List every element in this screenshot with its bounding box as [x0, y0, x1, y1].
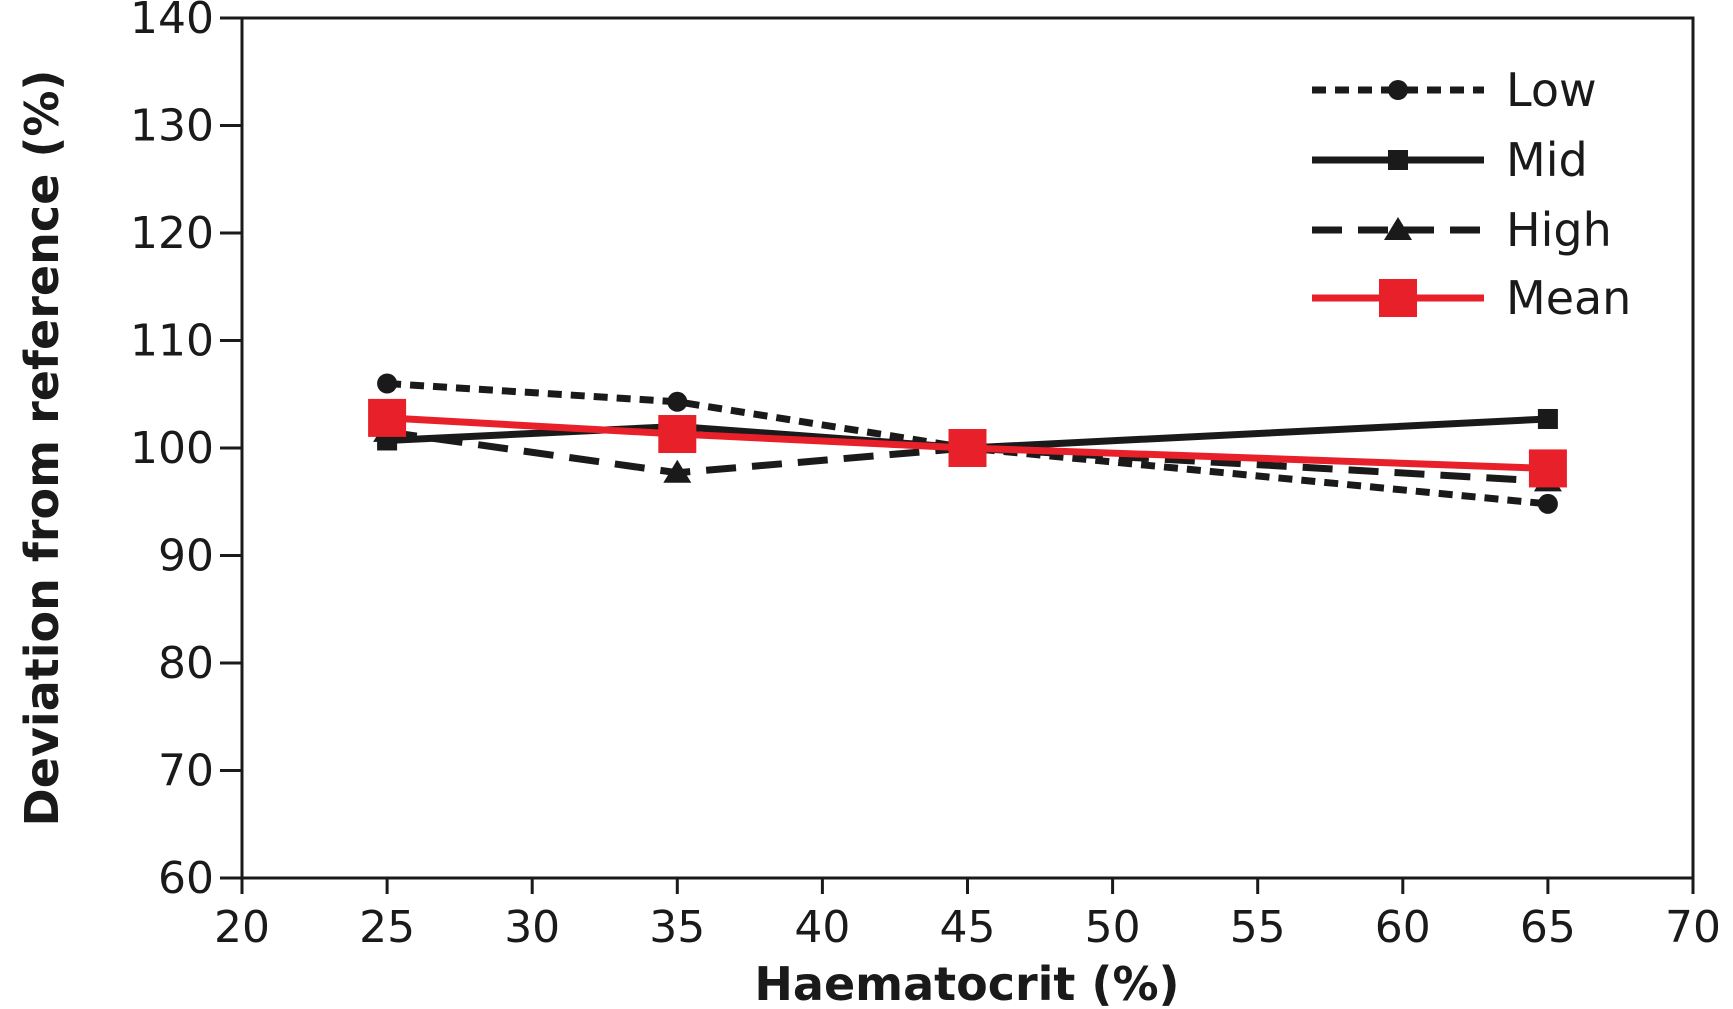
legend-swatch-marker: [1384, 217, 1412, 240]
x-tick-label: 60: [1375, 902, 1431, 953]
x-tick-label: 35: [649, 902, 705, 953]
y-tick-label: 100: [130, 423, 214, 474]
data-point-mean: [658, 415, 697, 454]
x-tick-label: 20: [214, 902, 270, 953]
legend-item-high: High: [1312, 203, 1612, 257]
data-point-mean: [1528, 449, 1567, 488]
legend-swatch-marker: [1388, 150, 1408, 170]
y-tick-label: 130: [130, 101, 214, 152]
y-tick-label: 140: [130, 0, 214, 44]
data-point-low: [667, 391, 688, 412]
legend-swatch-marker: [1379, 279, 1417, 317]
legend-label: Mid: [1506, 133, 1588, 187]
data-point-mean: [948, 429, 987, 467]
series-line-mean: [386, 414, 1549, 472]
y-tick-label: 80: [158, 638, 214, 689]
legend-swatch-marker: [1388, 80, 1408, 100]
legend: Low Mid High Mean: [1312, 63, 1631, 325]
series-line-high: [386, 428, 1549, 485]
x-axis-title: Haematocrit (%): [754, 957, 1179, 1009]
data-point-mid: [1537, 408, 1558, 429]
x-tick-label: 25: [359, 902, 415, 953]
data-point-low: [377, 373, 398, 394]
x-tick-label: 50: [1085, 902, 1141, 953]
legend-label: Low: [1506, 63, 1597, 117]
y-tick-label: 70: [158, 746, 214, 797]
data-point-high: [663, 459, 692, 483]
y-axis: 60 70 80 90 100 110 120 130 140: [130, 0, 242, 904]
x-tick-label: 55: [1230, 902, 1286, 953]
series-line-mid: [386, 415, 1549, 452]
data-point-mean: [368, 398, 407, 437]
y-tick-label: 90: [158, 531, 214, 582]
legend-label: High: [1506, 203, 1612, 257]
series-line-low: [386, 380, 1549, 508]
y-axis-title: Deviation from reference (%): [15, 70, 69, 827]
x-tick-label: 65: [1520, 902, 1576, 953]
legend-item-mid: Mid: [1312, 133, 1588, 187]
legend-label: Mean: [1506, 271, 1631, 325]
x-axis: 20 25 30 35 40 45 50 55 60 65 70: [214, 878, 1721, 953]
x-tick-label: 45: [940, 902, 996, 953]
legend-item-low: Low: [1312, 63, 1597, 117]
x-tick-label: 30: [504, 902, 560, 953]
series-mean: [368, 398, 1567, 488]
y-tick-label: 120: [130, 208, 214, 259]
legend-item-mean: Mean: [1312, 271, 1631, 325]
data-point-low: [1537, 493, 1558, 514]
y-tick-label: 60: [158, 853, 214, 904]
x-tick-label: 40: [794, 902, 850, 953]
x-tick-label: 70: [1665, 902, 1721, 953]
series-layer: [368, 373, 1567, 514]
y-tick-label: 110: [130, 316, 214, 367]
